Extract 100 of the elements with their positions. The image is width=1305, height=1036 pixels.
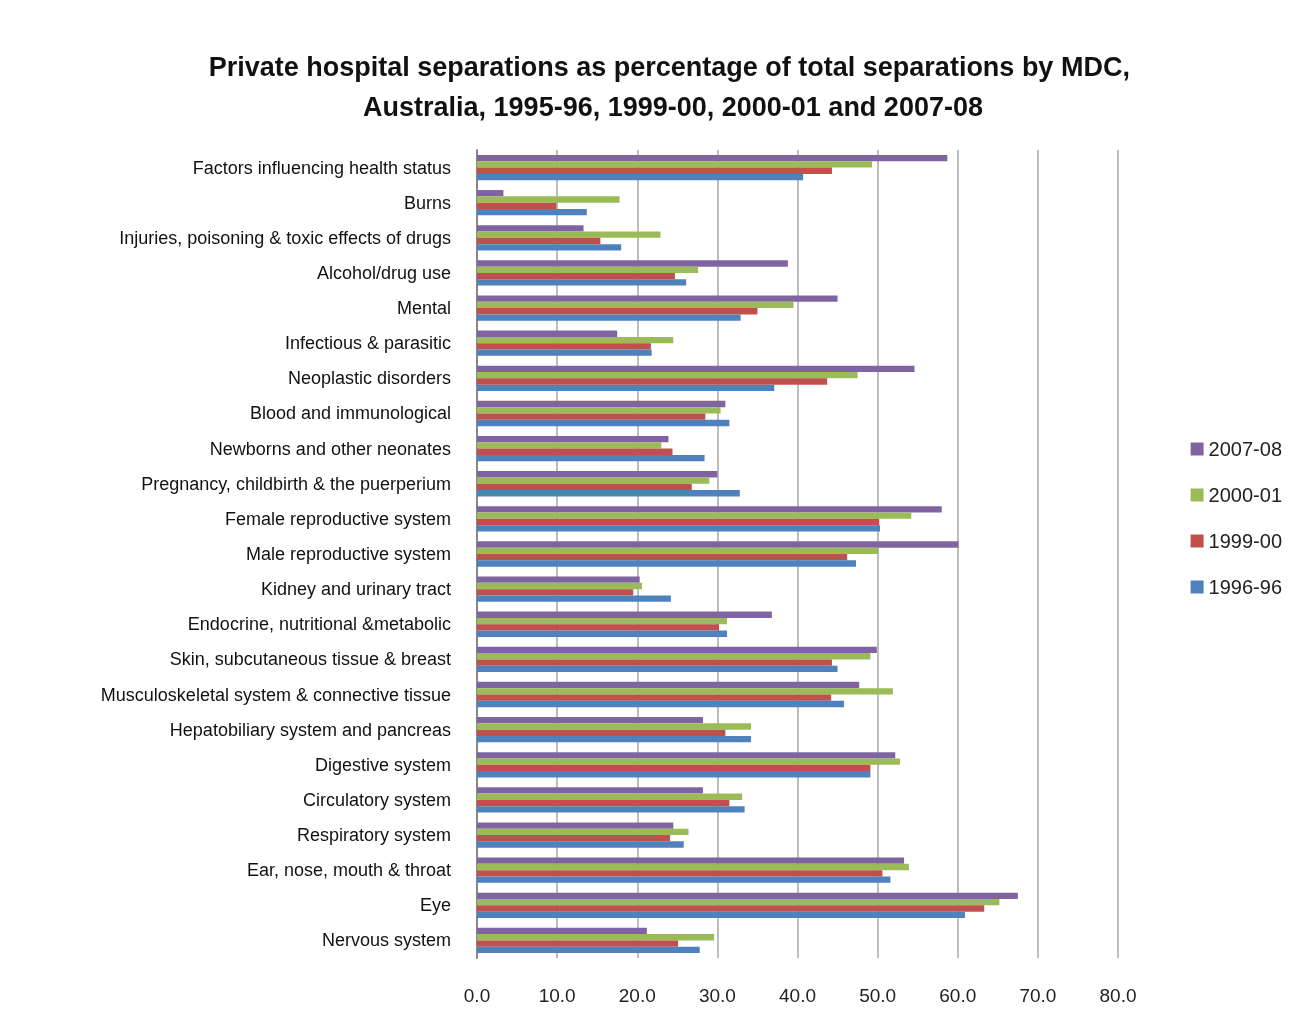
bar <box>477 365 915 373</box>
bar <box>477 343 651 350</box>
y-tick-label: Pregnancy, childbirth & the puerperium <box>141 473 451 494</box>
y-tick-label: Mental <box>396 298 451 319</box>
bar <box>477 349 652 356</box>
bar <box>477 407 721 414</box>
bar <box>477 576 640 583</box>
x-tick-label: 0.0 <box>463 985 491 1006</box>
y-tick-label: Male reproductive system <box>245 544 451 564</box>
bar <box>477 154 948 162</box>
bar <box>477 822 674 829</box>
bar <box>477 518 880 526</box>
bar <box>477 279 687 286</box>
bar <box>477 272 675 280</box>
bar <box>477 940 679 947</box>
bar <box>477 190 504 197</box>
bar <box>477 471 718 478</box>
bar <box>477 202 557 210</box>
y-tick-label: Hepatobiliary system and pancreas <box>169 719 451 740</box>
bar <box>477 617 727 625</box>
bar <box>477 758 901 765</box>
bar <box>477 653 871 660</box>
bar <box>477 209 587 216</box>
y-tick-label: Factors influencing health status <box>192 157 451 178</box>
bar <box>477 161 873 168</box>
bar <box>477 688 893 695</box>
bar <box>477 419 730 427</box>
y-tick-label: Kidney and urinary tract <box>260 579 451 600</box>
bar <box>477 787 703 794</box>
chart-title: Private hospital separations as percentage of total separations by MDC, Australia, 1995-96, 1999-00, 2000-01 and 2007-08 <box>208 52 1138 122</box>
bar <box>477 857 905 864</box>
bar <box>477 512 912 519</box>
y-tick-label: Skin, subcutaneous tissue & breast <box>169 649 451 670</box>
bar <box>477 384 775 391</box>
bar <box>477 611 772 618</box>
bar <box>477 435 669 443</box>
bar <box>477 400 726 408</box>
y-tick-label: Female reproductive system <box>224 508 451 529</box>
bar <box>477 330 618 337</box>
bar <box>477 483 692 491</box>
bar <box>477 295 838 302</box>
legend-label: 2000-01 <box>1208 484 1283 506</box>
bar <box>477 630 727 637</box>
bar <box>477 554 848 561</box>
x-tick-label: 50.0 <box>859 985 897 1006</box>
x-tick-label: 70.0 <box>1019 985 1057 1006</box>
y-tick-label: Respiratory system <box>296 825 451 846</box>
bar <box>477 905 985 912</box>
bar <box>477 372 858 379</box>
y-tick-label: Burns <box>403 192 451 213</box>
bar <box>477 454 705 462</box>
bar <box>477 541 959 548</box>
y-tick-label: Ear, nose, mouth & throat <box>246 860 451 881</box>
bar <box>477 413 706 420</box>
bar <box>477 173 804 181</box>
bar <box>477 717 703 724</box>
y-tick-label: Eye <box>419 895 451 916</box>
bar <box>477 892 1018 899</box>
bar <box>477 589 634 596</box>
bar <box>477 378 828 385</box>
legend-label: 2007-08 <box>1208 438 1283 460</box>
bar <box>477 506 942 513</box>
bar <box>477 167 832 174</box>
bar <box>477 301 794 309</box>
y-tick-label: Blood and immunological <box>249 403 451 424</box>
bar <box>477 835 671 842</box>
y-tick-label: Nervous system <box>321 930 451 951</box>
bar <box>477 694 832 701</box>
bar <box>477 336 674 344</box>
bar <box>477 799 730 807</box>
bar <box>477 646 877 654</box>
bar <box>477 764 871 772</box>
y-tick-label: Injuries, poisoning & toxic effects of drugs <box>119 227 451 248</box>
y-tick-label: Neoplastic disorders <box>287 368 451 389</box>
bar <box>477 876 891 883</box>
bar <box>477 266 699 273</box>
bar <box>477 793 743 800</box>
bar <box>477 665 838 673</box>
bar <box>477 934 715 941</box>
x-tick-label: 20.0 <box>618 985 656 1006</box>
x-tick-label: 40.0 <box>779 985 816 1006</box>
x-tick-label: 80.0 <box>1099 985 1137 1006</box>
bar <box>477 898 1000 906</box>
bar <box>477 595 671 602</box>
bar <box>477 729 726 736</box>
bar <box>477 196 620 203</box>
bar <box>477 260 788 267</box>
x-tick-label: 60.0 <box>939 985 977 1006</box>
bar <box>477 442 662 449</box>
bar <box>477 659 832 666</box>
bar <box>477 870 883 877</box>
bar <box>477 700 844 708</box>
y-tick-label: Endocrine, nutritional &metabolic <box>187 614 451 635</box>
x-tick-label: 30.0 <box>698 985 736 1006</box>
bar <box>477 624 719 631</box>
bar <box>477 237 601 245</box>
y-tick-label: Musculoskeletal system & connective tissue <box>100 684 451 705</box>
bar <box>477 547 879 554</box>
bar <box>477 560 856 567</box>
bar <box>477 681 860 689</box>
